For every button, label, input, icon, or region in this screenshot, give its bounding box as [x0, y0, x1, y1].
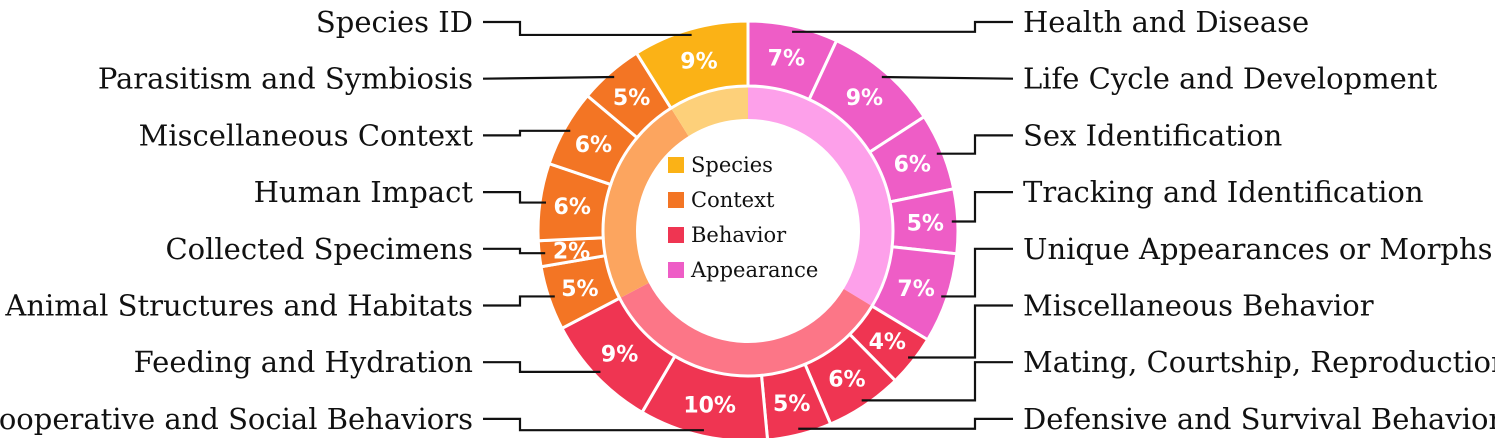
leader-life-cycle-and-development — [881, 75, 1014, 80]
legend-swatch-appearance — [668, 262, 684, 278]
label-life-cycle-and-development: Life Cycle and Development — [1023, 62, 1437, 96]
leader-defensive-and-survival-behaviors — [798, 417, 1013, 430]
pct-health-and-disease: 7% — [768, 47, 805, 72]
inner-slice-appearance — [748, 86, 894, 307]
pct-human-impact: 6% — [554, 195, 591, 220]
category-labels: Health and Disease Life Cycle and Develop… — [0, 5, 1495, 436]
label-unique-appearances-or-morphs: Unique Appearances or Morphs — [1023, 232, 1493, 266]
pct-species-id: 9% — [680, 49, 717, 74]
label-tracking-and-identification: Tracking and Identification — [1023, 175, 1424, 209]
label-human-impact: Human Impact — [254, 175, 474, 209]
legend-swatch-context — [668, 192, 684, 208]
pct-miscellaneous-context: 6% — [575, 133, 612, 158]
legend-label-context: Context — [691, 188, 775, 212]
pct-life-cycle-and-development: 9% — [846, 86, 883, 111]
leader-animal-structures-and-habitats — [483, 295, 555, 307]
label-parasitism-and-symbiosis: Parasitism and Symbiosis — [98, 62, 473, 96]
label-defensive-and-survival-behaviors: Defensive and Survival Behaviors — [1023, 402, 1495, 436]
pct-sex-identification: 6% — [894, 153, 931, 178]
label-health-and-disease: Health and Disease — [1023, 5, 1309, 39]
pct-tracking-and-identification: 5% — [907, 212, 944, 237]
leader-cooperative-and-social-behaviors — [483, 417, 704, 432]
legend-swatch-behavior — [668, 227, 684, 243]
leader-miscellaneous-behavior — [908, 304, 1013, 359]
label-species-id: Species ID — [316, 5, 473, 39]
pct-miscellaneous-behavior: 4% — [869, 330, 906, 355]
leader-health-and-disease — [792, 20, 1013, 33]
legend-label-behavior: Behavior — [691, 223, 787, 247]
legend-swatch-species — [668, 157, 684, 173]
label-feeding-and-hydration: Feeding and Hydration — [134, 345, 473, 379]
percent-labels: 7%9%6%5%7%4%6%5%10%9%5%2%6%6%5%9% — [553, 47, 944, 419]
slice-species-id — [634, 19, 750, 111]
label-collected-specimens: Collected Specimens — [165, 232, 473, 266]
pct-parasitism-and-symbiosis: 5% — [613, 86, 650, 111]
pct-mating-courtship-reproduction: 6% — [828, 367, 865, 392]
label-miscellaneous-context: Miscellaneous Context — [139, 118, 474, 152]
leader-human-impact — [483, 191, 546, 204]
label-miscellaneous-behavior: Miscellaneous Behavior — [1023, 289, 1374, 323]
leader-species-id — [483, 20, 692, 37]
leader-parasitism-and-symbiosis — [482, 75, 615, 80]
pct-defensive-and-survival-behaviors: 5% — [773, 392, 810, 417]
pct-collected-specimens: 2% — [553, 239, 590, 264]
leader-collected-specimens — [483, 247, 546, 255]
pct-animal-structures-and-habitats: 5% — [561, 277, 598, 302]
leader-sex-identification — [936, 134, 1013, 155]
label-sex-identification: Sex Identification — [1023, 118, 1282, 152]
label-mating-courtship-reproduction: Mating, Courtship, Reproduction — [1023, 345, 1495, 379]
legend: Species Context Behavior Appearance — [668, 153, 818, 282]
leader-mating-courtship-reproduction — [861, 361, 1013, 402]
legend-label-species: Species — [691, 153, 773, 177]
pct-cooperative-and-social-behaviors: 10% — [683, 393, 736, 418]
leader-miscellaneous-context — [483, 129, 571, 137]
leader-lines — [482, 20, 1014, 432]
pct-feeding-and-hydration: 9% — [601, 343, 638, 368]
inner-slice-behavior — [619, 282, 873, 376]
outer-ring — [536, 19, 960, 438]
pct-unique-appearances-or-morphs: 7% — [897, 277, 934, 302]
leader-unique-appearances-or-morphs — [941, 247, 1013, 298]
label-cooperative-and-social-behaviors: Cooperative and Social Behaviors — [0, 402, 473, 436]
leader-tracking-and-identification — [951, 191, 1013, 223]
label-animal-structures-and-habitats: Animal Structures and Habitats — [4, 289, 473, 323]
leader-feeding-and-hydration — [483, 361, 601, 373]
legend-label-appearance: Appearance — [690, 258, 818, 282]
